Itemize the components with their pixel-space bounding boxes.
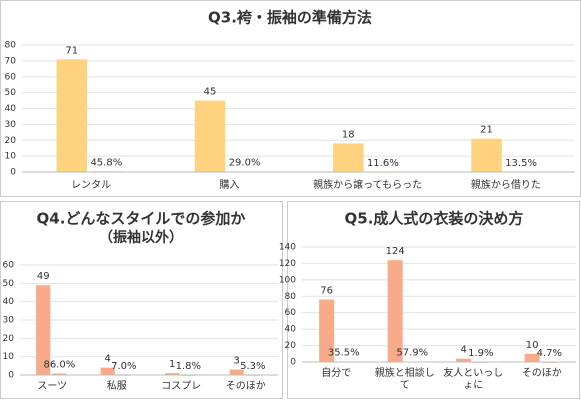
bar (36, 285, 51, 375)
data-label: 1.8% (176, 361, 201, 372)
x-tick-label: コスプレ (161, 381, 202, 392)
bar (333, 143, 364, 172)
data-label: 45 (204, 87, 217, 98)
x-tick-label: 親族から借りた (470, 180, 541, 191)
y-tick-label: 30 (3, 316, 15, 326)
y-tick-label: 140 (279, 243, 296, 253)
data-label: 7.0% (111, 361, 136, 372)
y-tick-label: 40 (285, 325, 297, 335)
y-tick-label: 0 (10, 168, 16, 178)
data-label: 4.7% (537, 348, 562, 359)
panel (287, 201, 580, 399)
y-tick-label: 120 (279, 259, 296, 269)
y-tick-label: 60 (285, 308, 297, 318)
bar (52, 373, 67, 375)
y-tick-label: 100 (279, 275, 296, 285)
bar (456, 358, 472, 362)
bar (229, 369, 244, 375)
bar (165, 373, 180, 375)
x-tick-label: 友人といっしょに (443, 368, 504, 391)
y-tick-label: 80 (285, 292, 297, 302)
x-tick-label: レンタル (71, 180, 112, 191)
y-tick-label: 20 (285, 341, 297, 351)
y-tick-label: 60 (3, 261, 15, 271)
data-label: 4 (105, 354, 111, 365)
x-tick-label: 私服 (106, 381, 127, 392)
y-tick-label: 50 (3, 279, 15, 289)
data-label: 5.3% (240, 361, 265, 372)
bar (387, 260, 403, 362)
chart-title: Q4.どんなスタイルでの参加か (37, 210, 246, 228)
chart-subtitle: （振袖以外） (99, 229, 183, 246)
x-tick-label: そのほか (225, 381, 266, 392)
y-tick-label: 50 (5, 88, 17, 98)
x-tick-label: 自分で (321, 368, 352, 379)
y-tick-label: 80 (5, 41, 17, 51)
data-label: 21 (480, 125, 493, 136)
y-tick-label: 0 (8, 371, 14, 381)
y-tick-label: 60 (5, 72, 17, 82)
data-label: 13.5% (505, 158, 537, 169)
bar (100, 367, 115, 375)
bar (524, 353, 540, 362)
data-label: 45.8% (90, 157, 122, 168)
y-tick-label: 40 (5, 104, 17, 114)
x-tick-label: スーツ (37, 381, 68, 392)
bar (56, 59, 87, 172)
data-label: 86.0% (43, 359, 75, 370)
data-label: 18 (342, 129, 355, 140)
data-label: 71 (65, 45, 78, 56)
data-label: 11.6% (367, 158, 399, 169)
chart-title: Q3.袴・振袖の準備方法 (208, 9, 372, 27)
data-label: 4 (460, 345, 466, 356)
y-tick-label: 30 (5, 120, 17, 130)
panel (0, 201, 283, 399)
y-tick-label: 20 (3, 334, 15, 344)
bar (471, 138, 502, 172)
y-tick-label: 0 (290, 358, 296, 368)
y-tick-label: 40 (3, 297, 15, 307)
y-tick-label: 10 (3, 352, 15, 362)
data-label: 1 (169, 359, 175, 370)
data-label: 124 (386, 246, 405, 257)
data-label: 10 (526, 340, 539, 351)
data-label: 35.5% (328, 348, 360, 359)
data-label: 49 (37, 271, 50, 282)
x-tick-label: 親族と相談して (374, 368, 435, 391)
x-tick-label: そのほか (521, 368, 562, 379)
data-label: 1.9% (468, 348, 493, 359)
y-tick-label: 10 (5, 152, 17, 162)
y-tick-label: 20 (5, 136, 17, 146)
y-tick-label: 70 (5, 56, 17, 66)
data-label: 76 (320, 286, 333, 297)
data-label: 29.0% (229, 158, 261, 169)
chart-title: Q5.成人式の衣装の決め方 (345, 210, 524, 228)
data-label: 57.9% (396, 348, 428, 359)
x-tick-label: 親族から譲ってもらった (313, 180, 423, 191)
bar (319, 299, 335, 362)
data-label: 3 (234, 356, 240, 367)
x-tick-label: 購入 (219, 180, 240, 191)
bar (194, 100, 226, 172)
